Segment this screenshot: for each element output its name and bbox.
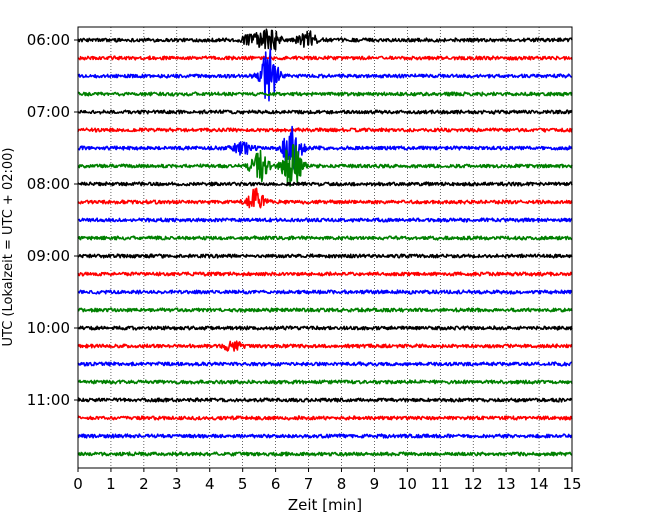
trace-line: [77, 235, 573, 241]
y-axis-label: UTC (Lokalzeit = UTC + 02:00): [1, 148, 16, 347]
x-tick-label: 14: [530, 475, 549, 493]
trace-line: [77, 433, 573, 439]
trace-line: [77, 379, 573, 385]
x-tick-label: 15: [562, 475, 581, 493]
x-tick-label: 2: [139, 475, 149, 493]
x-tick-label: 13: [497, 475, 516, 493]
trace-line: [77, 415, 573, 421]
plot-frame: [77, 26, 573, 469]
trace-line: [77, 340, 573, 352]
trace-line: [77, 127, 573, 133]
x-tick-label: 1: [106, 475, 116, 493]
y-tick-label: 09:00: [27, 247, 70, 265]
x-axis-ticks: 0 1 2 3 4 5 6 7 8 9 10 11 12 13 14 15: [73, 468, 582, 493]
trace-line: [77, 217, 573, 223]
x-tick-label: 11: [431, 475, 450, 493]
x-tick-label: 7: [304, 475, 314, 493]
x-tick-label: 4: [205, 475, 215, 493]
trace-line: [77, 187, 573, 209]
x-tick-label: 6: [271, 475, 281, 493]
x-tick-label: 8: [337, 475, 347, 493]
y-tick-label: 07:00: [27, 103, 70, 121]
x-tick-label: 9: [370, 475, 380, 493]
x-tick-label: 0: [73, 475, 83, 493]
trace-line: [77, 325, 573, 331]
y-tick-label: 11:00: [27, 391, 70, 409]
trace-line: [77, 144, 573, 187]
trace-line: [77, 253, 573, 259]
seismic-traces: [77, 28, 573, 457]
trace-line: [77, 28, 573, 51]
trace-line: [77, 289, 573, 295]
trace-line: [77, 125, 573, 170]
y-axis-ticks: 06:00 07:00 08:00 09:00 10:00 11:00: [27, 31, 78, 409]
x-tick-label: 5: [238, 475, 248, 493]
trace-line: [77, 397, 573, 403]
trace-line: [77, 307, 573, 313]
trace-line: [77, 91, 573, 97]
x-tick-label: 12: [464, 475, 483, 493]
trace-line: [77, 361, 573, 367]
y-tick-label: 08:00: [27, 175, 70, 193]
trace-line: [77, 271, 573, 277]
x-tick-label: 3: [172, 475, 182, 493]
trace-line: [77, 48, 573, 102]
trace-line: [77, 451, 573, 457]
x-axis-label: Zeit [min]: [288, 496, 362, 514]
y-tick-label: 10:00: [27, 319, 70, 337]
trace-line: [77, 55, 573, 61]
trace-line: [77, 109, 573, 115]
y-tick-label: 06:00: [27, 31, 70, 49]
trace-line: [77, 181, 573, 187]
x-tick-label: 10: [398, 475, 417, 493]
